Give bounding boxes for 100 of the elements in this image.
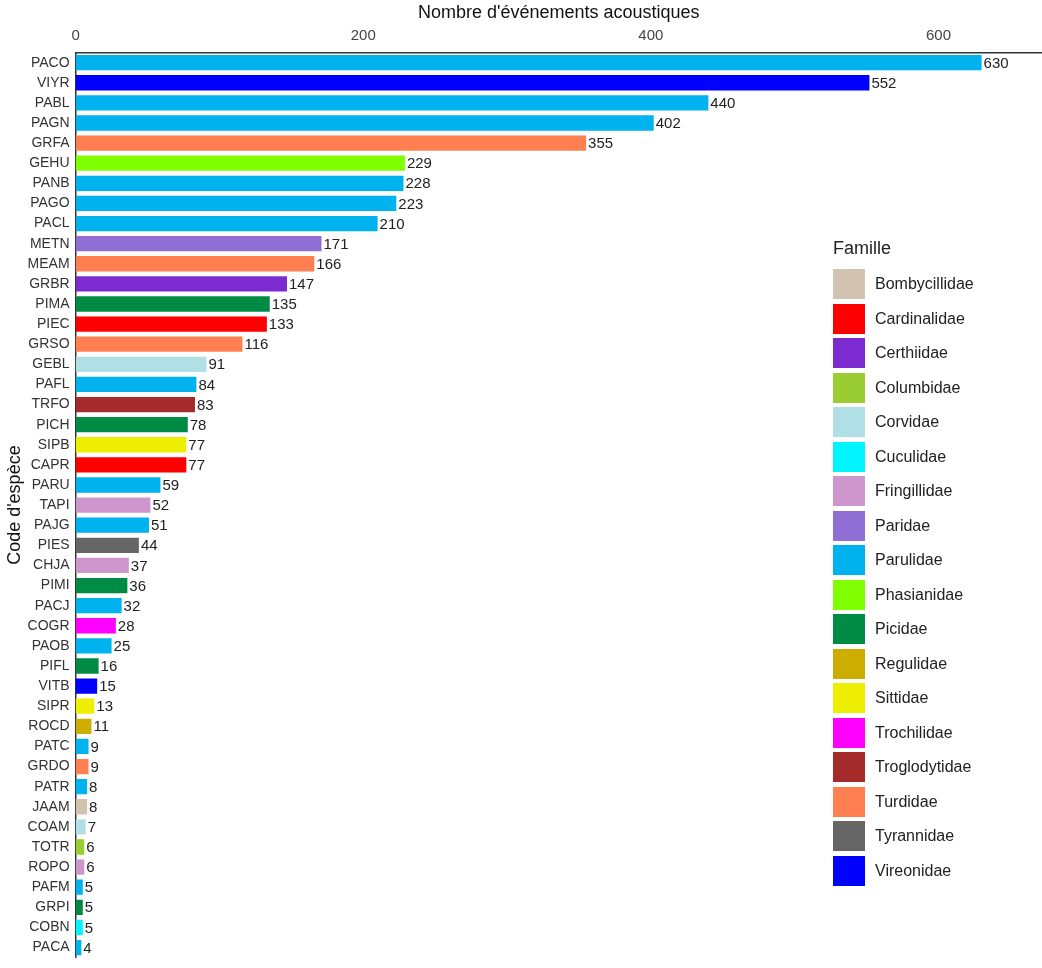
y-tick-label: ROCD <box>28 717 70 734</box>
legend-label: Sittidae <box>875 689 929 708</box>
data-label: 91 <box>208 355 226 373</box>
y-tick-label: PAFM <box>31 878 70 895</box>
legend-label: Cardinalidae <box>875 309 965 328</box>
data-label: 552 <box>871 73 897 91</box>
bar <box>75 356 207 372</box>
y-tick-label: PACA <box>32 938 71 955</box>
bar <box>75 738 89 755</box>
bar <box>75 839 85 855</box>
y-tick-label: GRDO <box>27 757 70 774</box>
data-label: 25 <box>113 637 131 655</box>
bar <box>75 638 112 654</box>
data-label: 77 <box>188 456 206 474</box>
y-tick-label: TOTR <box>31 837 70 854</box>
y-tick-label: GRBR <box>29 274 70 291</box>
y-tick-label: PAFL <box>35 375 70 392</box>
data-label: 171 <box>323 234 349 252</box>
data-label: 229 <box>406 154 432 172</box>
y-tick-label: TAPI <box>39 495 70 512</box>
x-tick-label: 0 <box>71 25 80 43</box>
data-label: 116 <box>244 335 269 353</box>
x-tick-label: 200 <box>350 25 376 43</box>
bar <box>75 296 270 312</box>
bar <box>75 557 129 574</box>
data-label: 6 <box>86 858 95 876</box>
bar <box>75 396 195 413</box>
data-label: 51 <box>150 516 168 534</box>
legend-label: Tyrannidae <box>875 827 955 846</box>
data-label: 15 <box>99 677 116 695</box>
bar <box>75 658 99 674</box>
bar <box>75 417 188 433</box>
data-label: 223 <box>398 194 424 212</box>
data-label: 210 <box>379 214 405 232</box>
bar <box>75 236 322 252</box>
bar <box>75 678 98 694</box>
y-tick-label: GRFA <box>31 133 71 150</box>
y-tick-label: SIPR <box>36 697 70 714</box>
data-label: 52 <box>152 496 170 514</box>
legend-label: Turdidae <box>875 792 938 811</box>
data-label: 44 <box>140 536 158 554</box>
bar <box>75 477 161 493</box>
bar <box>75 155 405 171</box>
y-tick-label: PAGO <box>30 194 70 211</box>
data-label: 36 <box>129 576 147 594</box>
bar <box>75 457 187 473</box>
data-label: 8 <box>89 797 98 815</box>
y-tick-label: PAGN <box>30 113 70 130</box>
data-label: 402 <box>655 114 681 132</box>
bar <box>75 859 85 875</box>
bar <box>75 215 378 232</box>
data-label: 9 <box>90 737 99 755</box>
data-label: 147 <box>289 275 315 293</box>
legend-label: Vireonidae <box>875 861 952 880</box>
data-label: 84 <box>198 375 216 393</box>
data-label: 28 <box>117 616 135 634</box>
y-tick-label: GRPI <box>35 898 70 915</box>
bar <box>75 135 587 151</box>
bar <box>75 758 89 775</box>
bar <box>75 718 92 734</box>
y-tick-label: PACO <box>30 53 70 70</box>
y-tick-label: PATR <box>34 777 70 794</box>
y-axis-title: Code d'espèce <box>3 445 24 565</box>
data-label: 8 <box>89 777 98 795</box>
data-label: 83 <box>196 395 214 413</box>
bar <box>75 195 397 212</box>
data-label: 5 <box>84 898 94 916</box>
data-label: 133 <box>268 315 294 333</box>
y-tick-label: COBN <box>29 918 70 935</box>
legend-label: Troglodytidae <box>875 758 972 777</box>
bar <box>75 276 287 292</box>
y-tick-label: PAOB <box>31 636 70 653</box>
legend-title: Famille <box>833 238 892 259</box>
data-label: 355 <box>588 134 614 152</box>
data-label: 32 <box>123 596 141 614</box>
y-tick-label: COAM <box>27 817 70 834</box>
y-tick-label: PIMA <box>35 294 71 311</box>
legend-label: Regulidae <box>875 654 948 673</box>
y-tick-label: TRFO <box>31 395 70 412</box>
data-label: 228 <box>405 174 431 192</box>
data-label: 7 <box>87 818 97 836</box>
bar <box>75 497 151 513</box>
legend-label: Paridae <box>875 516 931 535</box>
x-tick-label: 400 <box>638 25 664 43</box>
data-label: 77 <box>188 435 206 453</box>
bar <box>75 618 116 634</box>
x-axis-title: Nombre d'événements acoustiques <box>418 1 700 22</box>
data-label: 9 <box>90 757 99 775</box>
y-tick-label: VIYR <box>36 73 70 90</box>
y-tick-label: GRSO <box>28 335 70 352</box>
y-tick-label: ROPO <box>28 857 70 874</box>
bar <box>75 577 128 594</box>
y-tick-label: PIES <box>37 536 70 553</box>
y-tick-label: PIMI <box>40 576 70 593</box>
y-tick-label: COGR <box>27 616 70 633</box>
legend-label: Trochilidae <box>875 723 953 742</box>
y-tick-label: PAJG <box>34 516 70 533</box>
y-tick-label: PARU <box>31 475 70 492</box>
data-label: 6 <box>86 838 95 856</box>
y-tick-label: MEAM <box>27 254 70 271</box>
